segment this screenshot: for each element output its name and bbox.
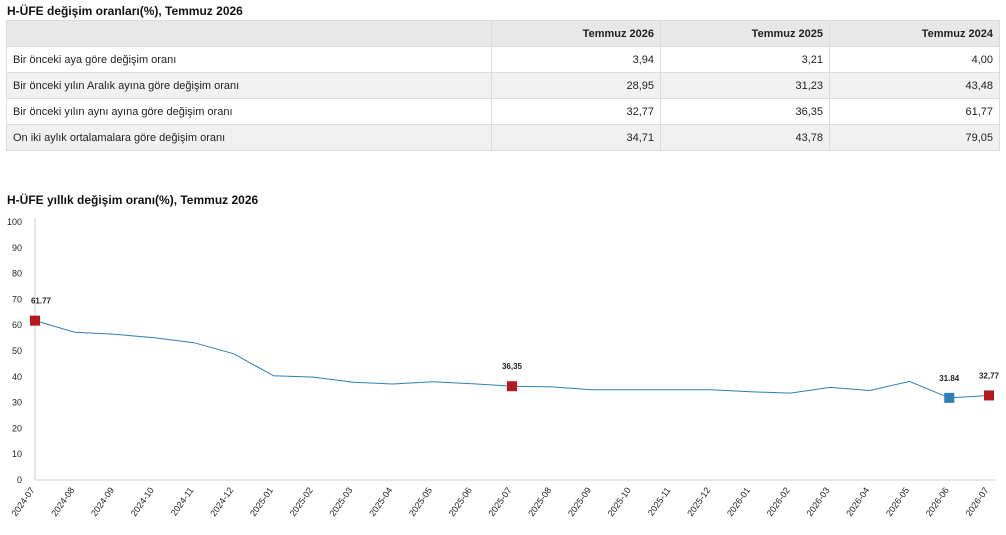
x-tick-label: 2026-01 xyxy=(725,485,752,518)
table-row: Bir önceki aya göre değişim oranı 3,94 3… xyxy=(6,46,1000,73)
y-tick-label: 100 xyxy=(7,217,22,227)
x-tick-label: 2024-08 xyxy=(49,485,76,518)
data-point-label: 36,35 xyxy=(502,362,523,371)
cell-value: 28,95 xyxy=(491,72,661,99)
x-tick-label: 2025-03 xyxy=(328,485,355,518)
cell-value: 79,05 xyxy=(829,124,1000,151)
data-point-marker xyxy=(984,390,994,401)
x-tick-label: 2025-07 xyxy=(487,485,514,518)
y-tick-label: 60 xyxy=(12,320,22,330)
chart-title: H-ÜFE yıllık değişim oranı(%), Temmuz 20… xyxy=(7,193,259,207)
data-point-label: 31.84 xyxy=(939,374,960,383)
x-tick-label: 2024-10 xyxy=(129,485,156,518)
y-tick-label: 20 xyxy=(12,423,22,433)
cell-value: 31,23 xyxy=(660,72,830,99)
row-label: Bir önceki yılın Aralık ayına göre değiş… xyxy=(6,72,492,99)
row-label: Bir önceki aya göre değişim oranı xyxy=(6,46,492,73)
table-header-empty xyxy=(6,20,492,47)
table-header-temmuz-2025: Temmuz 2025 xyxy=(660,20,830,47)
y-tick-label: 50 xyxy=(12,346,22,356)
x-tick-label: 2025-08 xyxy=(526,485,553,518)
y-tick-label: 40 xyxy=(12,372,22,382)
x-tick-label: 2025-02 xyxy=(288,485,315,518)
data-point-marker xyxy=(30,315,40,326)
cell-value: 36,35 xyxy=(660,98,830,125)
x-tick-label: 2026-07 xyxy=(964,485,991,518)
data-point-label: 61.77 xyxy=(31,297,52,306)
cell-value: 4,00 xyxy=(829,46,1000,73)
cell-value: 3,94 xyxy=(491,46,661,73)
x-tick-label: 2026-06 xyxy=(924,485,951,518)
x-tick-label: 2024-11 xyxy=(169,485,196,517)
x-tick-label: 2025-12 xyxy=(685,485,712,518)
cell-value: 61,77 xyxy=(829,98,1000,125)
y-tick-label: 30 xyxy=(12,398,22,408)
cell-value: 43,48 xyxy=(829,72,1000,99)
x-tick-label: 2025-09 xyxy=(566,485,593,518)
table-header-temmuz-2026: Temmuz 2026 xyxy=(491,20,661,47)
cell-value: 43,78 xyxy=(660,124,830,151)
cell-value: 34,71 xyxy=(491,124,661,151)
annual-change-line-chart: 0 10 20 30 40 50 60 70 80 90 100 2024-07 2024-08 2024… xyxy=(7,217,1000,518)
table-row: Bir önceki yılın aynı ayına göre değişim… xyxy=(6,98,1000,125)
x-tick-label: 2026-04 xyxy=(844,485,871,518)
row-label: On iki aylık ortalamalara göre değişim o… xyxy=(6,124,492,151)
x-tick-label: 2025-06 xyxy=(447,485,474,518)
x-tick-label: 2024-09 xyxy=(89,485,116,518)
x-tick-label: 2025-05 xyxy=(407,485,434,518)
x-tick-label: 2025-11 xyxy=(646,485,673,517)
table-row: Bir önceki yılın Aralık ayına göre değiş… xyxy=(6,72,1000,99)
cell-value: 3,21 xyxy=(660,46,830,73)
y-tick-label: 70 xyxy=(12,294,22,304)
x-tick-label: 2025-10 xyxy=(606,485,633,518)
table-title: H-ÜFE değişim oranları(%), Temmuz 2026 xyxy=(7,4,243,18)
y-tick-label: 80 xyxy=(12,269,22,279)
table-header-row: Temmuz 2026 Temmuz 2025 Temmuz 2024 xyxy=(6,20,1000,47)
y-tick-label: 90 xyxy=(12,243,22,253)
x-tick-label: 2024-07 xyxy=(10,485,37,518)
row-label: Bir önceki yılın aynı ayına göre değişim… xyxy=(6,98,492,125)
ufe-change-table: Temmuz 2026 Temmuz 2025 Temmuz 2024 Bir … xyxy=(6,20,1000,151)
y-tick-label: 10 xyxy=(12,449,22,459)
x-tick-label: 2024-12 xyxy=(208,485,235,518)
table-row: On iki aylık ortalamalara göre değişim o… xyxy=(6,124,1000,151)
x-tick-label: 2026-05 xyxy=(884,485,911,518)
data-point-marker xyxy=(507,381,517,392)
x-tick-label: 2026-03 xyxy=(805,485,832,518)
x-tick-label: 2025-01 xyxy=(248,485,275,518)
table-header-temmuz-2024: Temmuz 2024 xyxy=(829,20,1000,47)
x-tick-label: 2025-04 xyxy=(367,485,394,518)
data-point-marker xyxy=(944,392,955,403)
y-tick-label: 0 xyxy=(17,475,22,485)
x-tick-label: 2026-02 xyxy=(765,485,792,518)
data-point-label: 32,77 xyxy=(979,371,1000,380)
cell-value: 32,77 xyxy=(491,98,661,125)
